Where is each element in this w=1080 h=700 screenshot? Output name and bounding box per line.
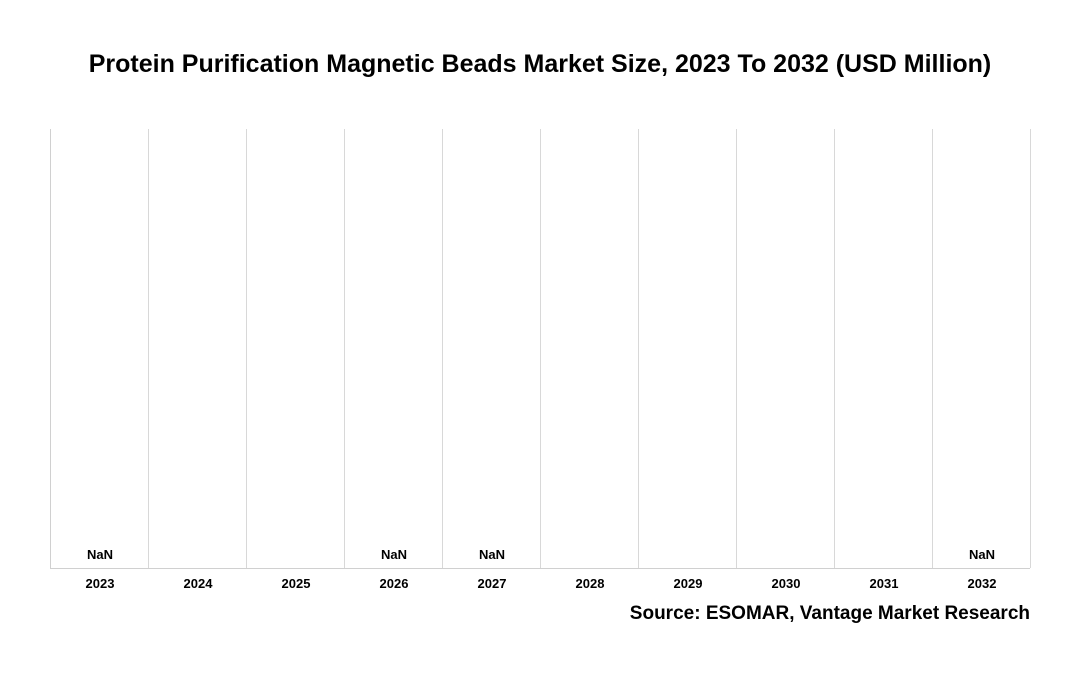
bar-column: 2028 (541, 129, 639, 568)
x-axis-label: 2028 (576, 576, 605, 591)
x-axis-label: 2026 (380, 576, 409, 591)
x-axis-label: 2027 (478, 576, 507, 591)
bar-column: 2030 (737, 129, 835, 568)
value-label: NaN (381, 547, 407, 562)
value-label: NaN (87, 547, 113, 562)
value-label: NaN (479, 547, 505, 562)
bar-column: 2031 (835, 129, 933, 568)
bar-column: 2029 (639, 129, 737, 568)
plot-area: NaN202320242025NaN2026NaN202720282029203… (50, 129, 1030, 569)
x-axis-label: 2032 (968, 576, 997, 591)
bar-column: 2024 (149, 129, 247, 568)
source-attribution: Source: ESOMAR, Vantage Market Research (630, 603, 1030, 625)
bar-column: NaN2027 (443, 129, 541, 568)
chart-container: Protein Purification Magnetic Beads Mark… (0, 0, 1080, 700)
bar-column: NaN2026 (345, 129, 443, 568)
x-axis-label: 2029 (674, 576, 703, 591)
x-axis-label: 2025 (282, 576, 311, 591)
x-axis-label: 2031 (870, 576, 899, 591)
bar-column: 2025 (247, 129, 345, 568)
x-axis-label: 2023 (86, 576, 115, 591)
chart-title: Protein Purification Magnetic Beads Mark… (50, 50, 1030, 79)
value-label: NaN (969, 547, 995, 562)
x-axis-label: 2024 (184, 576, 213, 591)
x-axis-label: 2030 (772, 576, 801, 591)
bar-column: NaN2023 (51, 129, 149, 568)
bar-column: NaN2032 (933, 129, 1031, 568)
